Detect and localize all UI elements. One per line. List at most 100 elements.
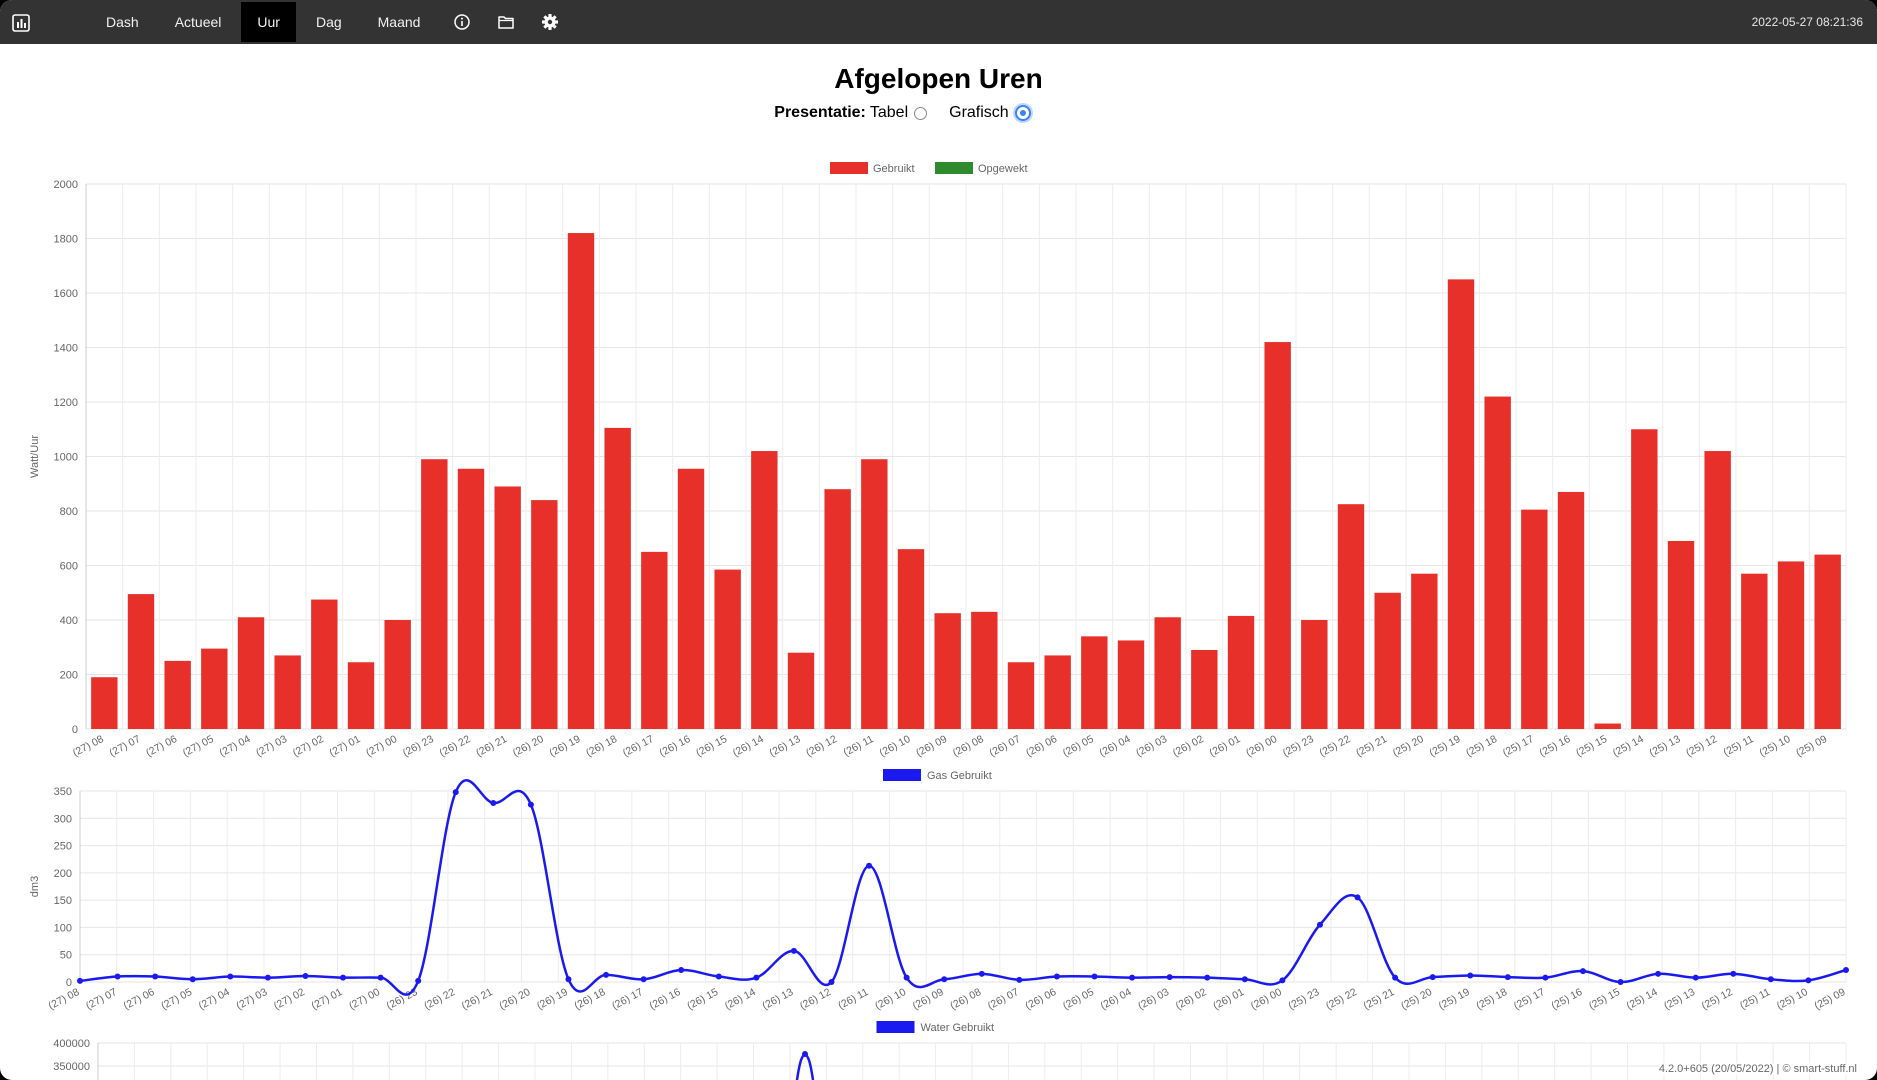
x-tick-label: (25) 15 — [1574, 733, 1609, 759]
gas-data-point — [189, 976, 196, 983]
bar-gebruikt — [1007, 662, 1035, 729]
x-tick-label: (25) 18 — [1464, 733, 1499, 759]
x-tick-label: (27) 03 — [254, 733, 289, 759]
x-tick-label: (26) 01 — [1211, 986, 1246, 1012]
bar-gebruikt — [1044, 655, 1071, 729]
y-tick-label: 1400 — [54, 343, 78, 355]
gas-data-point — [1129, 974, 1136, 981]
y-tick-label: 300 — [54, 813, 72, 825]
gas-data-point — [1730, 970, 1737, 977]
x-tick-label: (26) 16 — [657, 733, 692, 759]
bar-gebruikt — [714, 569, 741, 729]
x-tick-label: (25) 12 — [1684, 733, 1719, 759]
x-tick-label: (26) 05 — [1061, 733, 1096, 759]
x-tick-label: (27) 08 — [71, 733, 106, 759]
y-tick-label: 350 — [54, 786, 72, 798]
x-tick-label: (25) 13 — [1647, 733, 1682, 759]
water-data-point — [802, 1051, 808, 1057]
x-tick-label: (25) 16 — [1549, 986, 1584, 1012]
nav-item-dag[interactable]: Dag — [315, 14, 342, 30]
y-tick-label: 50 — [60, 950, 72, 962]
x-tick-label: (26) 06 — [1023, 986, 1058, 1012]
page-title: Afgelopen Uren — [834, 63, 1043, 94]
x-tick-label: (26) 11 — [841, 733, 875, 759]
gas-series-line — [79, 779, 1847, 996]
x-tick-label: (27) 06 — [144, 733, 179, 759]
footer-version: 4.2.0+605 (20/05/2022) | © smart-stuff.n… — [1658, 1063, 1857, 1075]
bar-gebruikt — [1484, 396, 1511, 729]
x-tick-label: (25) 20 — [1399, 986, 1434, 1012]
option-grafisch-radio[interactable] — [1014, 105, 1031, 121]
y-axis-label: Watt/Uur — [29, 435, 41, 478]
water-series-line — [795, 1052, 815, 1080]
x-tick-label: (25) 18 — [1474, 986, 1509, 1012]
x-tick-label: (26) 21 — [460, 986, 495, 1012]
presentation-selector: Presentatie: Tabel Grafisch — [0, 104, 1827, 122]
nav-item-actueel[interactable]: Actueel — [174, 14, 222, 30]
x-tick-label: (26) 12 — [798, 986, 833, 1012]
y-tick-label: 150 — [54, 895, 72, 907]
bar-gebruikt — [677, 468, 705, 729]
x-tick-label: (26) 07 — [986, 986, 1021, 1012]
gas-data-point — [1429, 974, 1436, 981]
bar-gebruikt — [824, 489, 851, 729]
x-tick-label: (27) 02 — [291, 733, 326, 759]
gas-data-point — [264, 974, 271, 981]
gas-data-point — [1016, 976, 1023, 983]
x-tick-label: (25) 09 — [1794, 733, 1829, 759]
y-tick-label: 200 — [60, 670, 78, 682]
gas-data-point — [415, 977, 422, 984]
x-tick-label: (26) 13 — [767, 733, 802, 759]
option-tabel-radio[interactable] — [914, 106, 928, 120]
bar-gebruikt — [1227, 615, 1255, 729]
x-tick-label: (25) 14 — [1611, 733, 1646, 759]
y-tick-label: 400000 — [53, 1038, 90, 1050]
info-icon[interactable] — [440, 0, 484, 44]
gas-data-point — [1392, 974, 1399, 981]
bar-gebruikt — [971, 611, 998, 729]
x-tick-label: (26) 02 — [1174, 986, 1209, 1012]
y-tick-label: 400 — [60, 615, 78, 627]
gas-data-point — [1166, 974, 1173, 981]
legend-label: Opgewekt — [978, 163, 1028, 175]
bar-gebruikt — [934, 613, 961, 729]
x-tick-label: (26) 09 — [914, 733, 949, 759]
nav-item-maand[interactable]: Maand — [377, 14, 421, 30]
top-navigation-bar: Dash Actueel Uur Dag Maand — [0, 0, 1877, 44]
gas-data-point — [1617, 979, 1624, 985]
bar-gebruikt — [1337, 504, 1365, 729]
x-tick-label: (26) 15 — [685, 986, 720, 1012]
gas-data-point — [1542, 974, 1549, 981]
gas-data-point — [1655, 970, 1662, 977]
bar-gebruikt — [861, 459, 888, 729]
x-tick-label: (27) 00 — [347, 986, 382, 1012]
gas-data-point — [1053, 973, 1060, 980]
gas-data-point — [77, 977, 83, 984]
bar-chart-icon[interactable] — [10, 12, 32, 34]
y-tick-label: 100 — [54, 922, 72, 934]
x-tick-label: (26) 14 — [731, 733, 766, 759]
x-tick-label: (25) 09 — [1812, 986, 1847, 1012]
bar-gebruikt — [1154, 617, 1181, 729]
bar-gebruikt — [457, 468, 485, 729]
legend-swatch — [830, 162, 868, 174]
nav-item-dash[interactable]: Dash — [106, 14, 139, 30]
option-grafisch-label: Grafisch — [949, 104, 1009, 121]
x-tick-label: (25) 19 — [1427, 733, 1462, 759]
bar-gebruikt — [751, 451, 778, 729]
x-tick-label: (26) 13 — [760, 986, 795, 1012]
y-tick-label: 1200 — [54, 397, 78, 409]
folder-icon[interactable] — [484, 0, 528, 44]
bar-gebruikt — [164, 660, 191, 729]
x-tick-label: (26) 19 — [547, 733, 582, 759]
x-tick-label: (25) 10 — [1757, 733, 1792, 759]
x-tick-label: (25) 11 — [1721, 733, 1755, 759]
power-usage-chart: 0 200 400 600 800 1000 1200 1400 1600 1800 2000 Wat… — [29, 162, 1847, 759]
x-tick-label: (26) 22 — [437, 733, 472, 759]
nav-item-uur[interactable]: Uur — [241, 2, 296, 42]
bar-gebruikt — [421, 459, 448, 729]
bar-gebruikt — [237, 617, 265, 729]
gas-data-point — [1091, 973, 1098, 980]
y-tick-label: 200 — [54, 868, 72, 880]
gear-icon[interactable] — [528, 0, 572, 44]
